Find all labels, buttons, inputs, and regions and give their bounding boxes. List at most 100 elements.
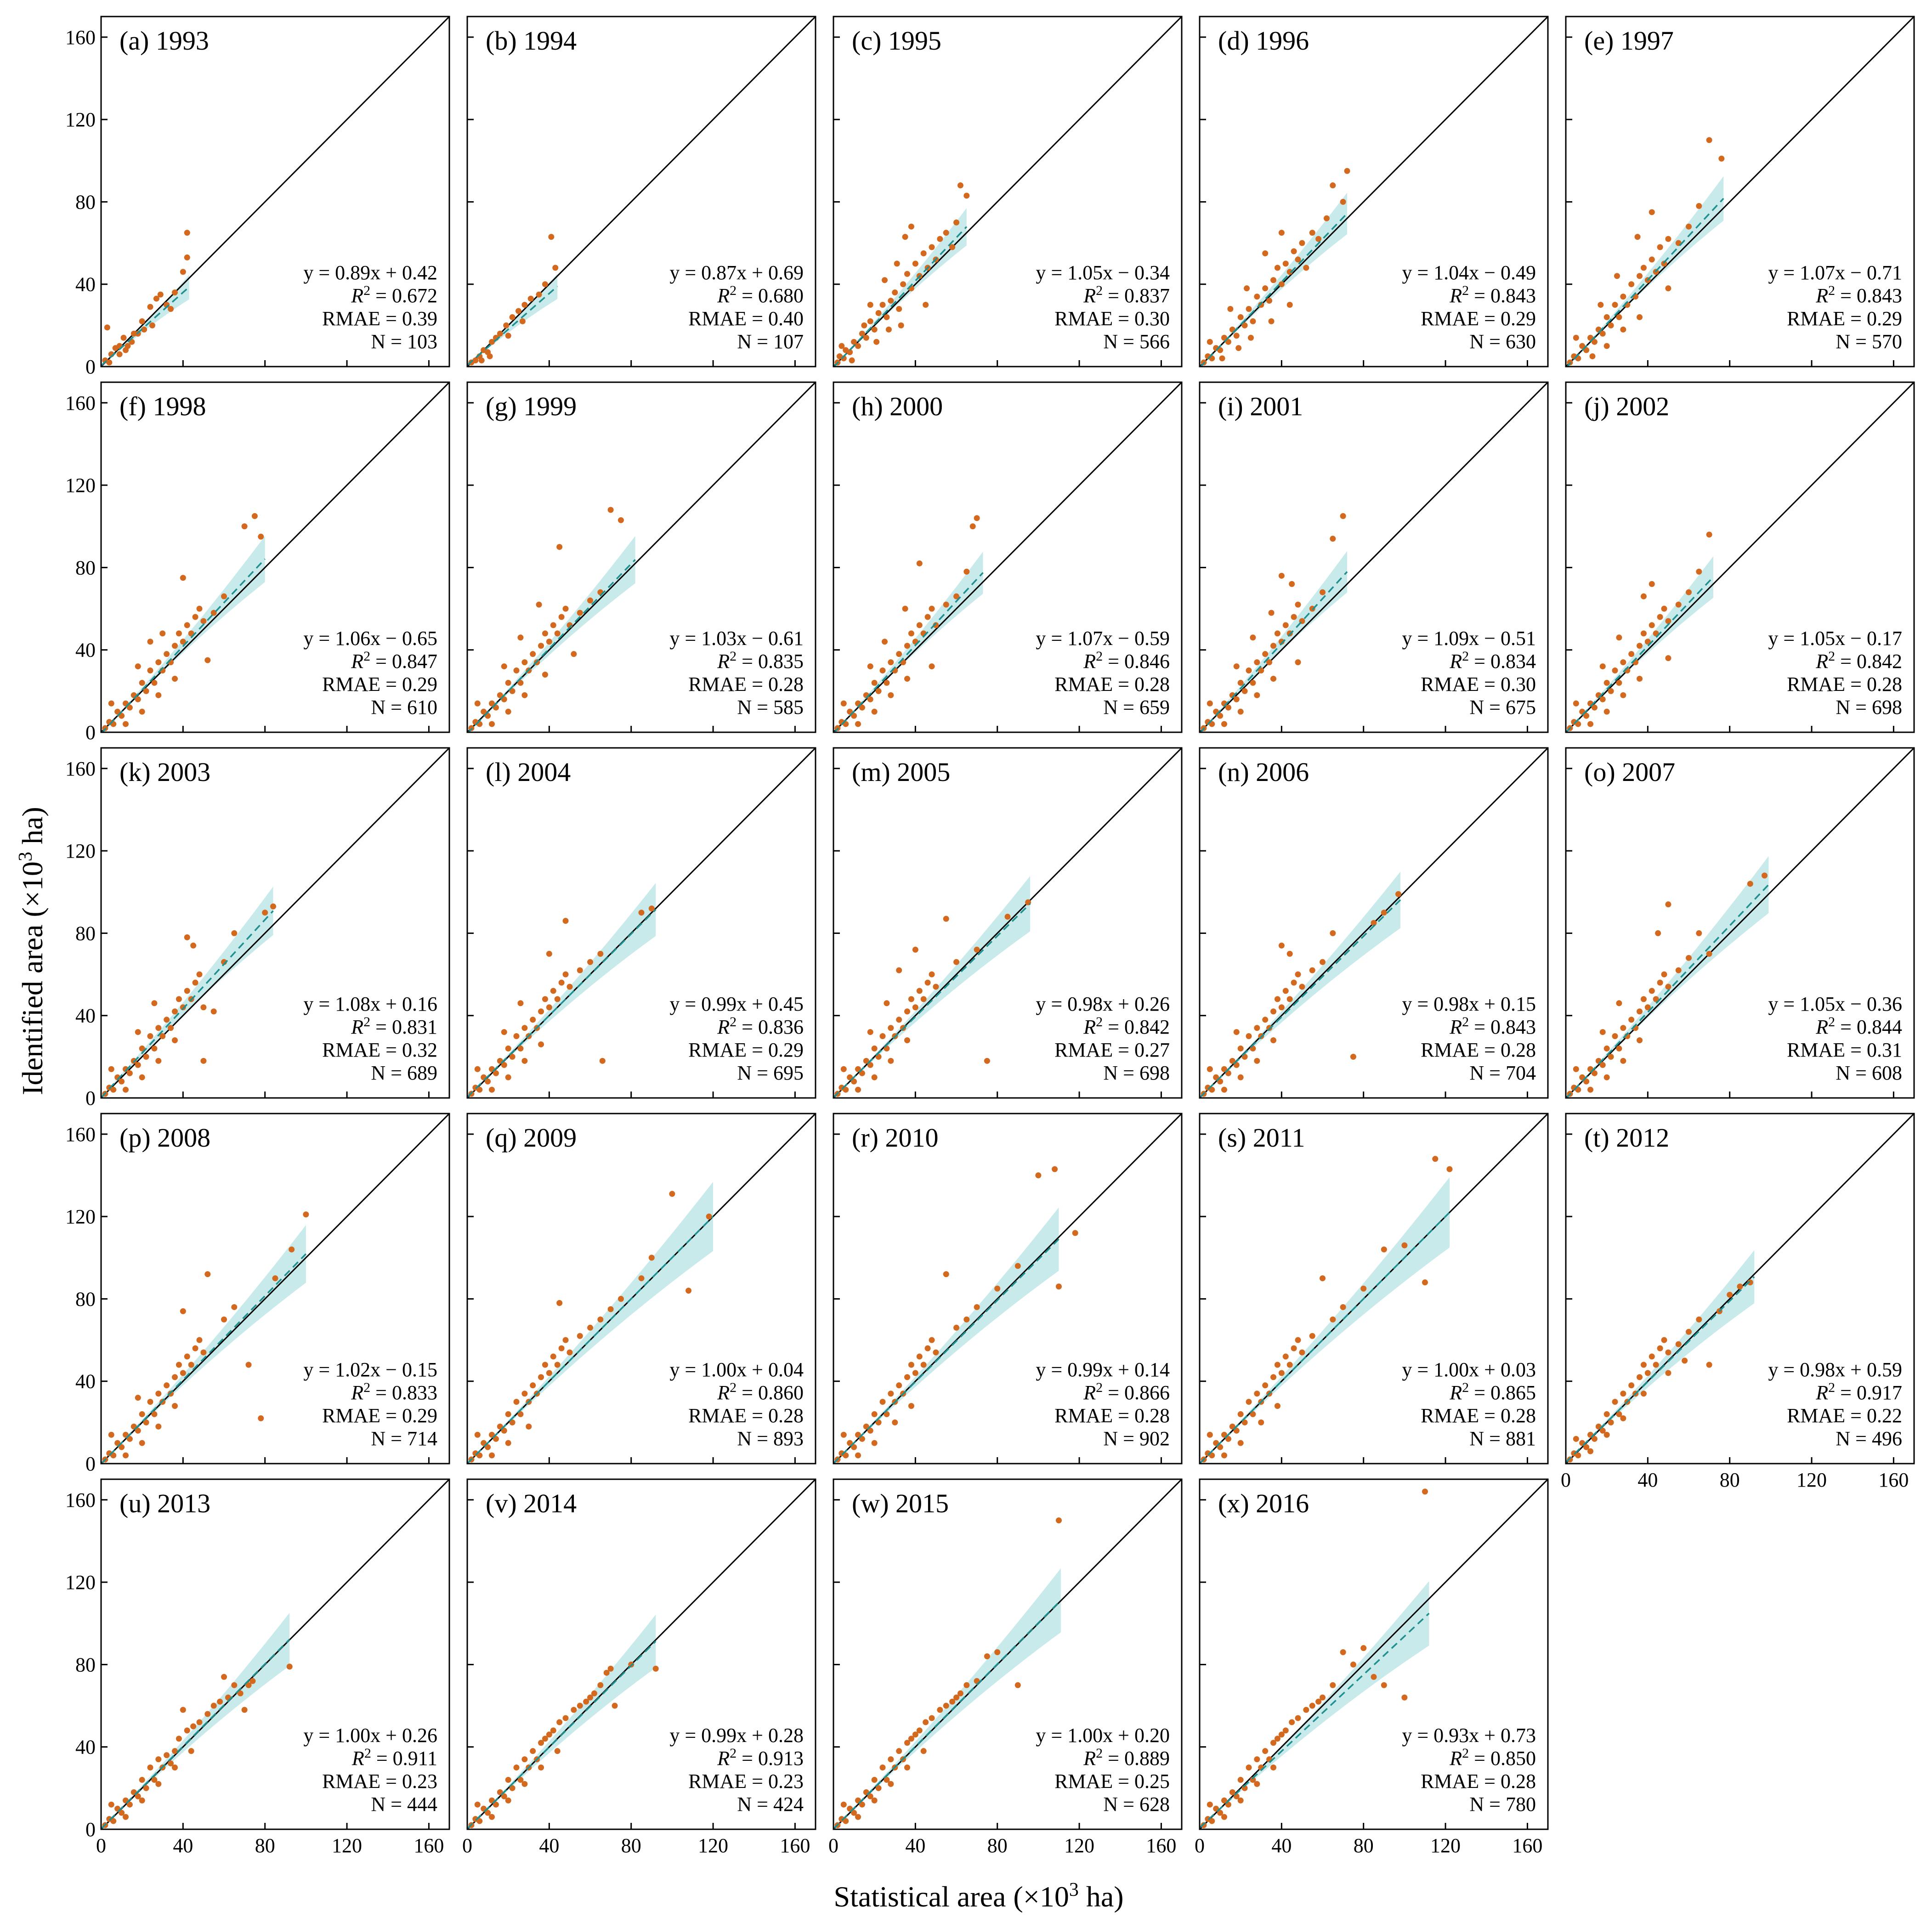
data-point [916,560,923,566]
data-point [478,357,485,364]
data-point [1620,1025,1626,1031]
sample-count: N = 893 [737,1427,804,1450]
data-point [1628,651,1635,657]
data-point [472,357,479,364]
regression-equation: y = 1.05x − 0.36 [1768,993,1902,1015]
data-point [188,1748,194,1754]
data-point [487,353,493,360]
data-point [172,1374,178,1380]
data-point [1241,322,1248,328]
data-point [538,643,544,649]
data-point [1246,1399,1252,1405]
data-point [562,1337,569,1343]
data-point [1620,294,1626,300]
y-tick-label: 160 [65,758,96,780]
sample-count: N = 628 [1103,1793,1170,1816]
data-point [562,918,569,924]
data-point [706,1213,712,1220]
data-point [151,1411,158,1417]
data-point [108,1066,114,1072]
data-point [904,675,911,682]
data-point [591,1690,597,1697]
data-point [1649,256,1655,263]
data-point [1599,663,1606,670]
data-point [1247,334,1254,341]
data-point [157,291,164,298]
data-point [1649,1353,1655,1360]
data-point [1303,1707,1309,1713]
one-to-one-line [101,17,449,367]
panel-plot-area [1566,1114,1914,1464]
data-point [517,1411,524,1417]
panel-title: (t) 2012 [1584,1123,1669,1153]
data-point [1295,256,1301,263]
data-point [270,903,277,910]
x-tick-label: 80 [1720,1469,1740,1491]
data-point [599,1058,606,1064]
data-point [1246,1765,1252,1771]
data-point [888,692,894,698]
data-point [1221,1452,1228,1459]
data-point [1299,240,1305,246]
data-point [1207,1431,1213,1438]
r-squared: R2 = 0.672 [351,283,437,307]
data-point [1278,230,1285,236]
r-squared: R2 = 0.913 [717,1746,804,1770]
panel-frame [1199,1478,1549,1830]
one-to-one-line [1200,1479,1548,1829]
data-point [963,1682,970,1688]
data-point [851,713,857,719]
regression-fit-line [1200,571,1348,732]
data-point [974,946,980,953]
data-point [1291,979,1297,986]
data-point [1616,314,1622,320]
data-point [1686,1329,1692,1335]
x-tick-label: 120 [1064,1834,1094,1857]
rmae-value: RMAE = 0.29 [1421,307,1536,330]
data-point [1291,1345,1297,1352]
data-point [552,265,559,271]
data-point [153,295,159,302]
x-tick-label: 160 [1512,1834,1542,1857]
data-point [638,1275,645,1282]
data-point [184,1353,190,1360]
data-point [1270,1740,1277,1746]
panel-title: (e) 1997 [1584,26,1674,56]
data-point [577,1333,583,1339]
data-point [147,639,153,645]
x-tick-label: 120 [1430,1834,1461,1857]
data-point [172,1037,178,1043]
rmae-value: RMAE = 0.22 [1787,1404,1902,1427]
data-point [1598,302,1604,308]
data-point [871,1411,878,1417]
data-point [164,1752,170,1759]
data-point [1682,1357,1688,1364]
data-point [1661,971,1667,978]
data-point [912,946,918,953]
rmae-value: RMAE = 0.30 [1421,673,1536,696]
data-point [251,513,258,519]
data-point [885,326,892,333]
panel-title: (k) 2003 [119,757,210,787]
data-point [1262,250,1269,256]
panel-frame [1199,16,1549,368]
r-squared: R2 = 0.844 [1815,1014,1902,1039]
data-point [1237,708,1244,715]
data-point [1637,314,1643,320]
data-point [1282,260,1289,267]
regression-equation: y = 0.89x + 0.42 [303,261,437,284]
data-point [155,1423,162,1430]
data-point [840,355,847,362]
sample-count: N = 902 [1103,1427,1170,1450]
data-point [172,1765,178,1771]
data-point [875,1785,882,1791]
r-squared: R2 = 0.831 [351,1014,437,1039]
data-point [1655,930,1661,936]
data-point [196,1337,203,1343]
data-point [1270,1374,1277,1380]
one-to-one-line [833,17,1182,367]
data-point [1686,589,1692,595]
data-point [587,1694,594,1701]
data-point [1237,1411,1244,1417]
